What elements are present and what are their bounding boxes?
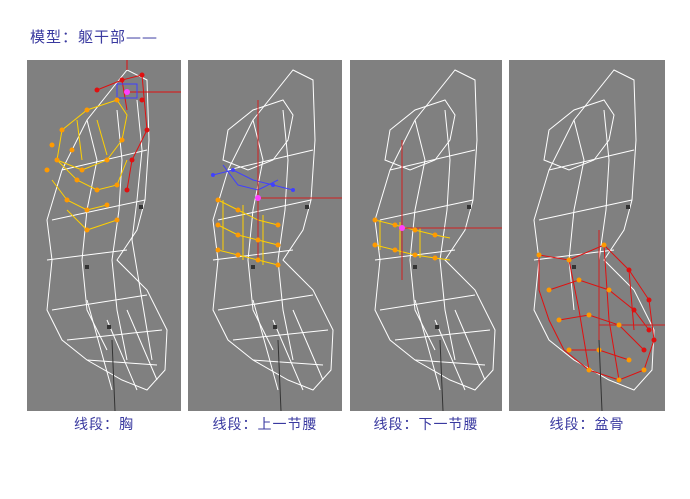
- viewport-upper-waist[interactable]: [188, 60, 342, 411]
- caption-chest: 线段：胸: [74, 417, 134, 433]
- viewport-pelvis[interactable]: [509, 60, 665, 411]
- viewport-chest[interactable]: [27, 60, 181, 411]
- caption-pelvis: 线段：盆骨: [549, 417, 625, 433]
- caption-lower-waist: 线段：下一节腰: [373, 417, 479, 433]
- model-title: 模型：躯干部——: [30, 28, 159, 46]
- caption-upper-waist: 线段：上一节腰: [212, 417, 318, 433]
- torso-wireframe-pelvis: [533, 69, 665, 411]
- torso-wireframe-upper-waist: [211, 69, 342, 411]
- torso-wireframe-chest: [44, 60, 181, 411]
- viewport-lower-waist[interactable]: [350, 60, 502, 411]
- torso-wireframe-lower-waist: [372, 69, 502, 411]
